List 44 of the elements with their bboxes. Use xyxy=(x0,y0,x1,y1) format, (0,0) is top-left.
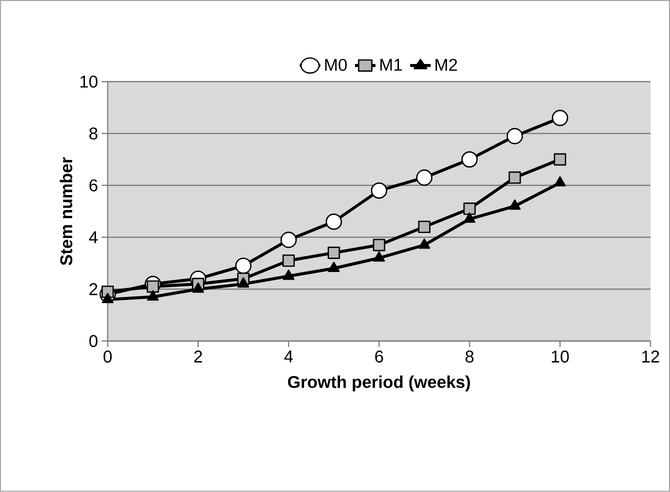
point xyxy=(147,290,159,301)
legend-label: M0 xyxy=(325,58,347,72)
point xyxy=(461,151,478,168)
y-tick-label: 10 xyxy=(80,76,98,88)
y-tick-label: 4 xyxy=(89,232,98,244)
point xyxy=(282,270,294,280)
y-axis-title: Stem number xyxy=(60,157,72,266)
point xyxy=(328,246,340,260)
point xyxy=(192,282,204,293)
point xyxy=(552,110,568,126)
point xyxy=(464,212,476,223)
y-tick-label: 6 xyxy=(90,179,98,192)
point xyxy=(506,128,523,144)
point xyxy=(554,176,566,187)
point xyxy=(280,232,297,248)
x-axis-title: Growth period (weeks) xyxy=(288,376,470,392)
point xyxy=(238,277,250,288)
point xyxy=(373,251,385,262)
x-tick-label: 4 xyxy=(284,350,293,362)
point xyxy=(418,220,430,234)
y-tick-label: 2 xyxy=(90,283,98,296)
x-tick-label: 6 xyxy=(375,350,384,363)
point xyxy=(416,170,432,186)
x-tick-label: 8 xyxy=(466,350,474,363)
point xyxy=(554,153,566,166)
y-tick-label: 8 xyxy=(89,128,98,140)
point xyxy=(372,239,386,252)
legend-label: M1 xyxy=(380,59,402,71)
point xyxy=(508,200,521,210)
y-tick-label: 0 xyxy=(89,335,98,348)
x-tick-label: 2 xyxy=(194,350,202,363)
point xyxy=(235,258,252,274)
point xyxy=(418,238,430,249)
point xyxy=(326,214,342,230)
point xyxy=(463,202,476,216)
x-tick-label: 0 xyxy=(104,350,112,363)
x-tick-label: 12 xyxy=(642,350,660,363)
legend-label: M2 xyxy=(436,58,457,71)
x-tick-label: 10 xyxy=(552,350,569,363)
point xyxy=(508,172,521,184)
point xyxy=(328,262,340,272)
point xyxy=(370,182,388,199)
point xyxy=(282,254,295,267)
point xyxy=(102,292,114,304)
